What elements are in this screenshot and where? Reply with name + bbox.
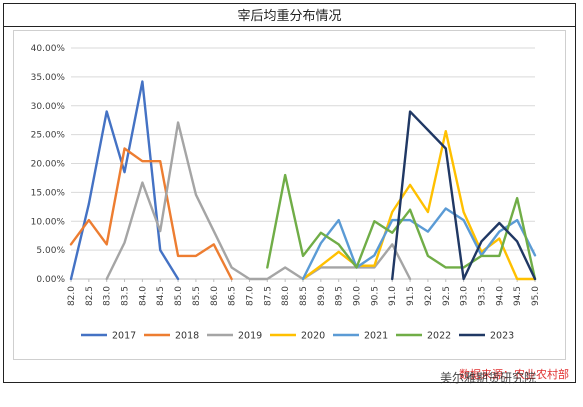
series-line-2017 [69,80,180,281]
legend-label-2023: 2023 [490,331,514,342]
x-tick-label: 84.5 [156,286,166,306]
y-tick-label: 40.00% [31,44,66,54]
x-tick-label: 83.5 [121,286,131,306]
watermark: 美尔雅期货研究院 [440,371,537,385]
x-tick-label: 85.5 [192,286,202,306]
y-tick-label: 5.00% [36,246,65,256]
x-tick-label: 91.0 [388,286,398,306]
legend-label-2022: 2022 [427,331,451,342]
x-tick-label: 85.0 [174,286,184,306]
legend: 2017 2018 2019 2020 2021 2022 2023 [81,331,514,342]
source-text: 数据来源：农业农村部 [459,368,569,381]
x-tick-label: 89.0 [317,286,327,306]
legend-label-2019: 2019 [238,331,262,342]
x-tick-label: 84.0 [138,286,148,306]
y-tick-label: 15.00% [31,188,66,198]
y-tick-label: 30.00% [31,102,66,112]
x-tick-label: 82.5 [85,286,95,306]
x-tick-label: 93.0 [460,286,470,306]
y-tick-label: 25.00% [31,131,66,141]
legend-label-2017: 2017 [112,331,136,342]
series-line-2018 [69,147,233,281]
x-tick-label: 90.5 [370,286,380,306]
x-tick-label: 86.5 [228,286,238,306]
x-tick-label: 88.0 [281,286,291,306]
x-tick-label: 89.5 [335,286,345,306]
x-tick-label: 92.5 [442,286,452,306]
x-tick-label: 93.5 [477,286,487,306]
series-line-2023 [391,110,537,281]
plot-area-border [13,30,566,360]
chart-frame [3,3,576,383]
chart-title: 宰后均重分布情况 [237,9,342,24]
series-lines [69,80,537,281]
x-tick-label: 91.5 [406,286,416,306]
x-tick-label: 92.0 [424,286,434,306]
series-line-2020 [301,129,537,281]
x-axis: 82.0 82.5 83.0 83.5 84.0 84.5 85.0 85.5 86.0 86.5… [67,279,541,306]
y-tick-label: 20.00% [31,160,66,170]
legend-label-2020: 2020 [301,331,325,342]
y-tick-label: 35.00% [31,73,66,83]
x-tick-label: 95.0 [531,286,541,306]
gridlines [71,47,535,280]
x-tick-label: 94.5 [513,286,523,306]
legend-label-2018: 2018 [175,331,199,342]
legend-label-2021: 2021 [364,331,388,342]
x-tick-label: 87.0 [245,286,255,306]
x-tick-label: 82.0 [67,286,77,306]
x-tick-label: 94.0 [495,286,505,306]
x-tick-label: 88.5 [299,286,309,306]
series-line-2022 [266,173,537,281]
x-tick-label: 83.0 [103,286,113,306]
x-tick-label: 86.0 [210,286,220,306]
x-tick-label: 90.0 [353,286,363,306]
y-axis: 0.00% 5.00% 10.00% 15.00% 20.00% 25.00% 30.00%… [31,44,66,285]
series-line-2021 [301,207,537,281]
chart-title-bar: 宰后均重分布情况 [3,3,576,27]
series-line-2019 [105,121,412,281]
x-tick-label: 87.5 [263,286,273,306]
y-tick-label: 10.00% [31,217,66,227]
y-tick-label: 0.00% [36,275,65,285]
